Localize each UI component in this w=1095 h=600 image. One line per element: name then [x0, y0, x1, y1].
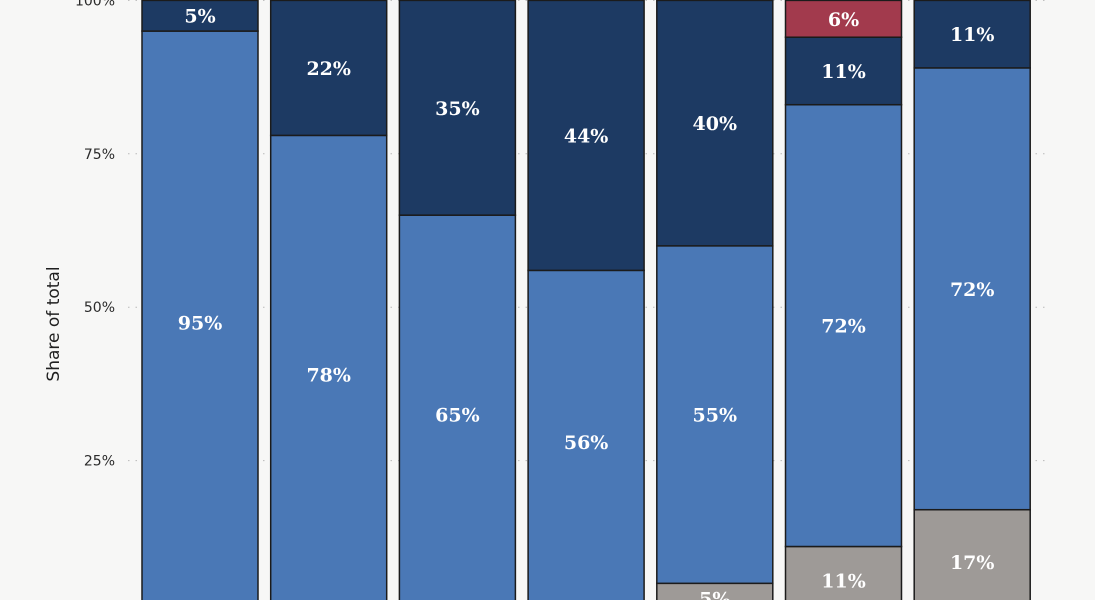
y-tick-label: 100%: [75, 0, 115, 9]
bars: [141, 0, 1031, 600]
data-label: 55%: [693, 405, 738, 427]
y-tick-label: 50%: [84, 300, 115, 316]
data-label: 44%: [564, 125, 609, 147]
bar-segment: [398, 0, 517, 216]
bar-segment: [656, 0, 774, 247]
bar-segment: [398, 214, 517, 600]
data-label: 56%: [564, 432, 609, 454]
bar-segment: [913, 67, 1031, 511]
data-label: 5%: [699, 589, 730, 600]
bar-segment: [141, 0, 259, 32]
data-label: 22%: [306, 58, 351, 80]
y-axis-ticks: 25% 50% 75% 100%: [75, 0, 115, 470]
data-label: 72%: [821, 316, 866, 338]
data-label: 78%: [306, 365, 351, 387]
bar-segment: [269, 0, 388, 137]
data-label: 11%: [950, 24, 995, 46]
bar-segment: [269, 134, 388, 600]
data-label: 6%: [828, 9, 859, 31]
data-labels: 95% 5% 78% 22% 65% 35% 56% 44% 5% 55% 40% 11% 72% 11%…: [178, 6, 995, 600]
y-axis-title: Share of total: [44, 266, 64, 381]
bar-segment: [141, 30, 259, 600]
bar-segment: [527, 269, 645, 600]
bar-segment: [784, 0, 903, 38]
data-label: 65%: [435, 405, 480, 427]
bar-segment: [784, 545, 903, 600]
bar-segment: [656, 245, 774, 585]
data-label: 95%: [178, 313, 223, 335]
data-label: 5%: [184, 6, 215, 28]
bar-segment: [913, 0, 1031, 69]
data-label: 40%: [693, 113, 738, 135]
bar-segment: [527, 0, 645, 272]
y-tick-label: 25%: [84, 454, 115, 470]
data-label: 11%: [821, 61, 866, 83]
data-label: 17%: [950, 552, 995, 574]
data-label: 72%: [950, 279, 995, 301]
data-label: 11%: [821, 570, 866, 592]
bar-segment: [784, 103, 903, 548]
data-label: 35%: [435, 98, 480, 120]
bar-segment: [784, 36, 903, 106]
y-tick-label: 75%: [84, 147, 115, 163]
